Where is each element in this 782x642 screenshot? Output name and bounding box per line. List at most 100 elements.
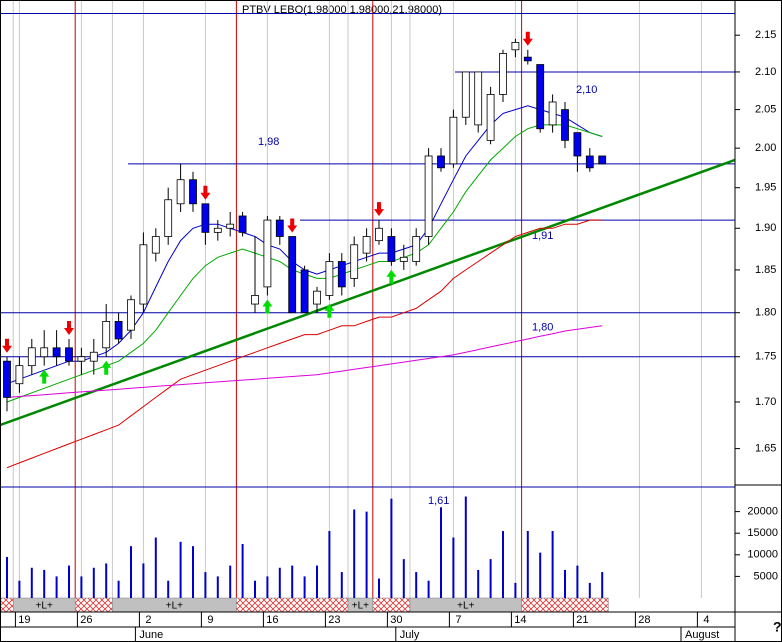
y-tick-label: 1.65: [755, 443, 776, 455]
candle-body: [27, 347, 36, 367]
level-label: 1,98: [258, 136, 279, 148]
candle-body: [3, 360, 11, 398]
candle-body: [102, 321, 111, 349]
candle-body: [412, 236, 421, 262]
candle-body: [511, 42, 520, 51]
flat-segment: [74, 597, 113, 613]
candle-body: [499, 53, 507, 95]
x-tick-label: 2: [145, 614, 151, 626]
y-tick-label: 1.80: [755, 307, 776, 319]
flat-segment: [372, 597, 411, 613]
candle-body: [598, 155, 607, 165]
candle-body: [387, 236, 396, 262]
x-tick-label: 28: [638, 614, 650, 626]
level-label: 1,61: [428, 495, 449, 507]
ma-line: [6, 219, 603, 469]
ma-line: [6, 325, 603, 398]
sell-arrow: [2, 338, 12, 353]
buy-arrow: [39, 369, 50, 384]
candle-body: [536, 64, 545, 130]
candle-body: [449, 116, 458, 165]
candle-body: [15, 365, 24, 385]
sell-arrow: [287, 218, 298, 233]
y-tick-label: 2.10: [755, 66, 776, 78]
candle-body: [337, 261, 346, 288]
x-tick-label: 14: [514, 614, 526, 626]
candle-body: [573, 132, 582, 157]
candle-body: [77, 356, 86, 362]
candle-body: [313, 290, 321, 305]
candle-body: [275, 219, 284, 237]
long-label: +L+: [352, 601, 369, 612]
volume-tick-label: 15000: [747, 527, 778, 539]
x-tick-label: 30: [390, 614, 402, 626]
x-tick-label: 16: [266, 614, 278, 626]
sell-arrow: [522, 31, 533, 46]
candle-body: [437, 155, 445, 169]
candle-body: [399, 256, 408, 262]
volume-tick-label: 10000: [747, 549, 778, 561]
candle-body: [585, 155, 594, 169]
long-label: +L+: [166, 601, 183, 612]
candle-body: [548, 101, 557, 126]
trendline: [0, 158, 736, 427]
month-label: August: [685, 629, 719, 641]
x-tick-label: 21: [576, 614, 588, 626]
candle-body: [52, 347, 61, 358]
candle-body: [151, 236, 160, 254]
candle-body: [89, 351, 98, 362]
volume-layer: [6, 496, 604, 598]
chart-title: PTBV LEBO(1.98000,1.98000,21.98000): [242, 4, 442, 16]
candle-body: [238, 215, 247, 233]
x-tick-label: 4: [703, 614, 709, 626]
candle-body: [375, 227, 383, 242]
level-label: 1,91: [532, 230, 553, 242]
candle-body: [561, 109, 569, 141]
y-tick-label: 2.15: [755, 29, 776, 41]
signal-layer: [2, 31, 533, 384]
volume-tick-label: 20000: [747, 506, 778, 518]
candle-body: [251, 295, 259, 305]
x-tick-label: 23: [328, 614, 340, 626]
y-tick-label: 1.75: [755, 351, 776, 363]
help-button[interactable]: ?: [773, 619, 782, 635]
buy-arrow: [262, 299, 273, 314]
y-tick-label: 1.95: [755, 182, 776, 194]
right-axis-panel: [735, 0, 782, 612]
x-tick-label: 9: [207, 614, 213, 626]
candle-body: [288, 236, 297, 314]
candle-body: [424, 155, 433, 237]
sell-arrow: [200, 185, 211, 200]
candle-body: [474, 71, 483, 126]
buy-arrow: [101, 360, 112, 375]
candle-body: [201, 203, 210, 233]
strip-layer: +L+ +L+ +L+ +L+: [0, 597, 609, 613]
y-tick-label: 1.90: [755, 222, 776, 234]
candle-layer: [3, 38, 607, 412]
candle-body: [127, 299, 135, 331]
x-tick-label: 19: [18, 614, 30, 626]
candle-body: [461, 71, 470, 118]
candle-body: [176, 179, 185, 205]
candle-body: [189, 179, 197, 205]
candle-body: [65, 347, 73, 362]
month-label: June: [139, 629, 163, 641]
y-tick-label: 2.05: [755, 103, 776, 115]
x-tick-label: 26: [80, 614, 92, 626]
buy-arrow: [324, 303, 335, 318]
candle-body: [300, 269, 309, 314]
candle-body: [362, 236, 371, 254]
candle-body: [139, 244, 148, 305]
candle-body: [164, 199, 173, 237]
candle-body: [486, 94, 495, 141]
flat-segment: [236, 597, 349, 613]
level-label: 1,80: [532, 322, 553, 334]
y-tick-label: 1.70: [755, 396, 776, 408]
volume-tick-label: 5000: [754, 570, 778, 582]
flat-segment: [521, 597, 609, 613]
buy-arrow: [386, 269, 397, 284]
sell-arrow: [374, 202, 384, 217]
